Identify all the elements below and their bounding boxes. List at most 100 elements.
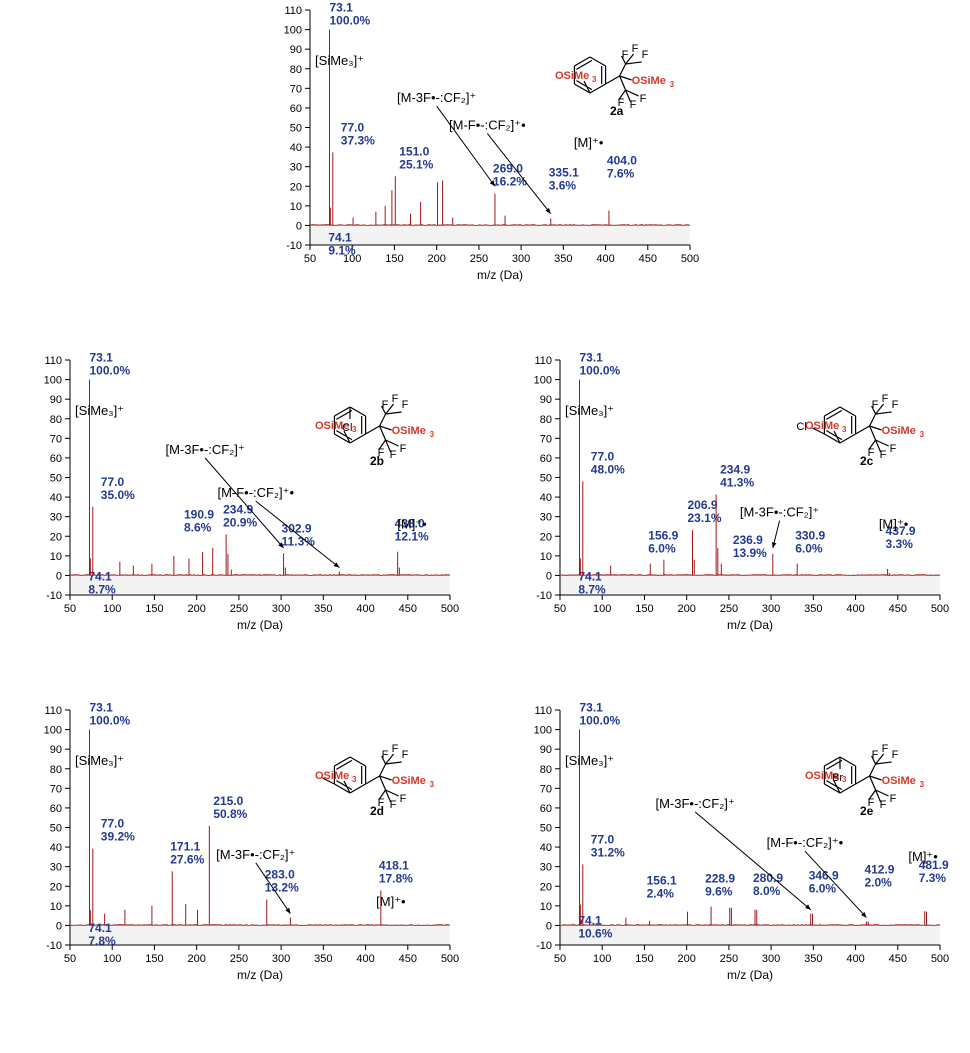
svg-text:40: 40 <box>290 142 302 154</box>
svg-text:Br: Br <box>832 772 843 784</box>
fragment-annotation: [M-F•-:CF₂]⁺• <box>767 835 844 850</box>
svg-text:110: 110 <box>534 705 552 717</box>
svg-text:500: 500 <box>931 953 949 965</box>
svg-text:2c: 2c <box>860 454 874 468</box>
svg-text:300: 300 <box>762 953 780 965</box>
peak-mz-label: 215.0 <box>213 794 243 808</box>
svg-text:500: 500 <box>441 603 459 615</box>
svg-text:100: 100 <box>44 725 62 737</box>
peak-rel-label: 8.7% <box>88 582 116 596</box>
svg-text:250: 250 <box>230 953 248 965</box>
svg-text:OSiMe: OSiMe <box>555 70 589 82</box>
peak-mz-label: 156.1 <box>647 874 677 888</box>
svg-text:50: 50 <box>540 823 552 835</box>
fragment-annotation: [M-F•-:CF₂]⁺• <box>217 485 294 500</box>
mass-spectrum-2d: 50100150200250300350400450500-1001020304… <box>20 700 460 990</box>
fragment-annotation: [M-3F•-:CF₂]⁺ <box>397 90 476 105</box>
svg-text:-10: -10 <box>536 590 552 602</box>
svg-text:90: 90 <box>50 744 62 756</box>
svg-text:-10: -10 <box>46 940 62 952</box>
peak-rel-label: 13.2% <box>265 881 299 895</box>
svg-text:20: 20 <box>50 531 62 543</box>
svg-text:400: 400 <box>356 603 374 615</box>
spectrum-panel-2d: 50100150200250300350400450500-1001020304… <box>20 700 460 995</box>
peak-mz-label: 74.1 <box>578 569 602 583</box>
peak-rel-label: 100.0% <box>90 364 131 378</box>
svg-text:110: 110 <box>44 705 62 717</box>
peak-mz-label: 74.1 <box>578 914 602 928</box>
svg-text:3: 3 <box>670 80 675 89</box>
peak-rel-label: 7.8% <box>88 934 116 948</box>
fragment-annotation: [M-3F•-:CF₂]⁺ <box>216 847 295 862</box>
fragment-annotation: [M]⁺• <box>376 894 406 909</box>
mass-spectrum-2b: 50100150200250300350400450500-1001020304… <box>20 350 460 640</box>
peak-mz-label: 74.1 <box>88 569 112 583</box>
svg-text:300: 300 <box>512 253 530 265</box>
peak-rel-label: 3.3% <box>886 537 914 551</box>
svg-text:OSiMe: OSiMe <box>805 420 839 432</box>
svg-text:0: 0 <box>546 920 552 932</box>
svg-text:-10: -10 <box>286 240 302 252</box>
spectrum-panel-2b: 50100150200250300350400450500-1001020304… <box>20 350 460 645</box>
peak-mz-label: 77.0 <box>591 449 615 463</box>
fragment-annotation: [SiMe₃]⁺ <box>565 403 614 418</box>
svg-text:80: 80 <box>540 414 552 426</box>
svg-text:20: 20 <box>290 181 302 193</box>
svg-text:100: 100 <box>284 25 302 37</box>
svg-text:10: 10 <box>540 551 552 563</box>
svg-text:3: 3 <box>592 75 597 84</box>
svg-text:60: 60 <box>540 453 552 465</box>
svg-text:20: 20 <box>540 881 552 893</box>
spectrum-panel-2e: 50100150200250300350400450500-1001020304… <box>510 700 950 995</box>
peak-mz-label: 77.0 <box>101 475 125 489</box>
svg-text:90: 90 <box>290 44 302 56</box>
svg-text:60: 60 <box>50 453 62 465</box>
peak-mz-label: 404.0 <box>607 154 637 168</box>
peak-rel-label: 12.1% <box>395 530 429 544</box>
svg-text:OSiMe: OSiMe <box>632 75 666 87</box>
mass-spectrum-2c: 50100150200250300350400450500-1001020304… <box>510 350 950 640</box>
peak-mz-label: 283.0 <box>265 868 295 882</box>
peak-rel-label: 27.6% <box>170 852 204 866</box>
svg-text:250: 250 <box>470 253 488 265</box>
peak-rel-label: 7.3% <box>919 871 947 885</box>
peak-rel-label: 2.0% <box>864 876 892 890</box>
svg-text:90: 90 <box>540 744 552 756</box>
peak-rel-label: 6.0% <box>809 882 837 896</box>
svg-text:F: F <box>392 743 399 755</box>
svg-text:70: 70 <box>290 83 302 95</box>
svg-text:80: 80 <box>50 414 62 426</box>
svg-text:100: 100 <box>593 953 611 965</box>
svg-text:150: 150 <box>385 253 403 265</box>
peak-mz-label: 234.9 <box>223 502 253 516</box>
svg-text:50: 50 <box>50 823 62 835</box>
svg-text:300: 300 <box>272 603 290 615</box>
svg-text:90: 90 <box>540 394 552 406</box>
svg-text:200: 200 <box>187 603 205 615</box>
peak-rel-label: 8.6% <box>184 521 212 535</box>
svg-text:250: 250 <box>230 603 248 615</box>
fragment-annotation: [M]⁺• <box>397 516 427 531</box>
svg-text:F: F <box>882 393 889 405</box>
svg-text:m/z (Da): m/z (Da) <box>727 618 773 632</box>
peak-rel-label: 17.8% <box>379 872 413 886</box>
svg-text:F: F <box>392 393 399 405</box>
peak-rel-label: 3.6% <box>549 178 577 192</box>
svg-text:F: F <box>400 793 407 805</box>
svg-text:0: 0 <box>296 220 302 232</box>
svg-text:100: 100 <box>103 603 121 615</box>
svg-text:50: 50 <box>554 953 566 965</box>
peak-mz-label: 77.0 <box>341 120 365 134</box>
fragment-annotation: [M]⁺• <box>879 516 909 531</box>
svg-text:0: 0 <box>546 570 552 582</box>
svg-text:400: 400 <box>596 253 614 265</box>
svg-text:F: F <box>640 93 647 105</box>
peak-rel-label: 13.9% <box>733 546 767 560</box>
peak-mz-label: 74.1 <box>88 921 112 935</box>
svg-text:3: 3 <box>920 430 925 439</box>
peak-rel-label: 23.1% <box>687 511 721 525</box>
peak-rel-label: 48.0% <box>591 462 625 476</box>
svg-text:80: 80 <box>540 764 552 776</box>
svg-text:-10: -10 <box>536 940 552 952</box>
svg-text:50: 50 <box>304 253 316 265</box>
